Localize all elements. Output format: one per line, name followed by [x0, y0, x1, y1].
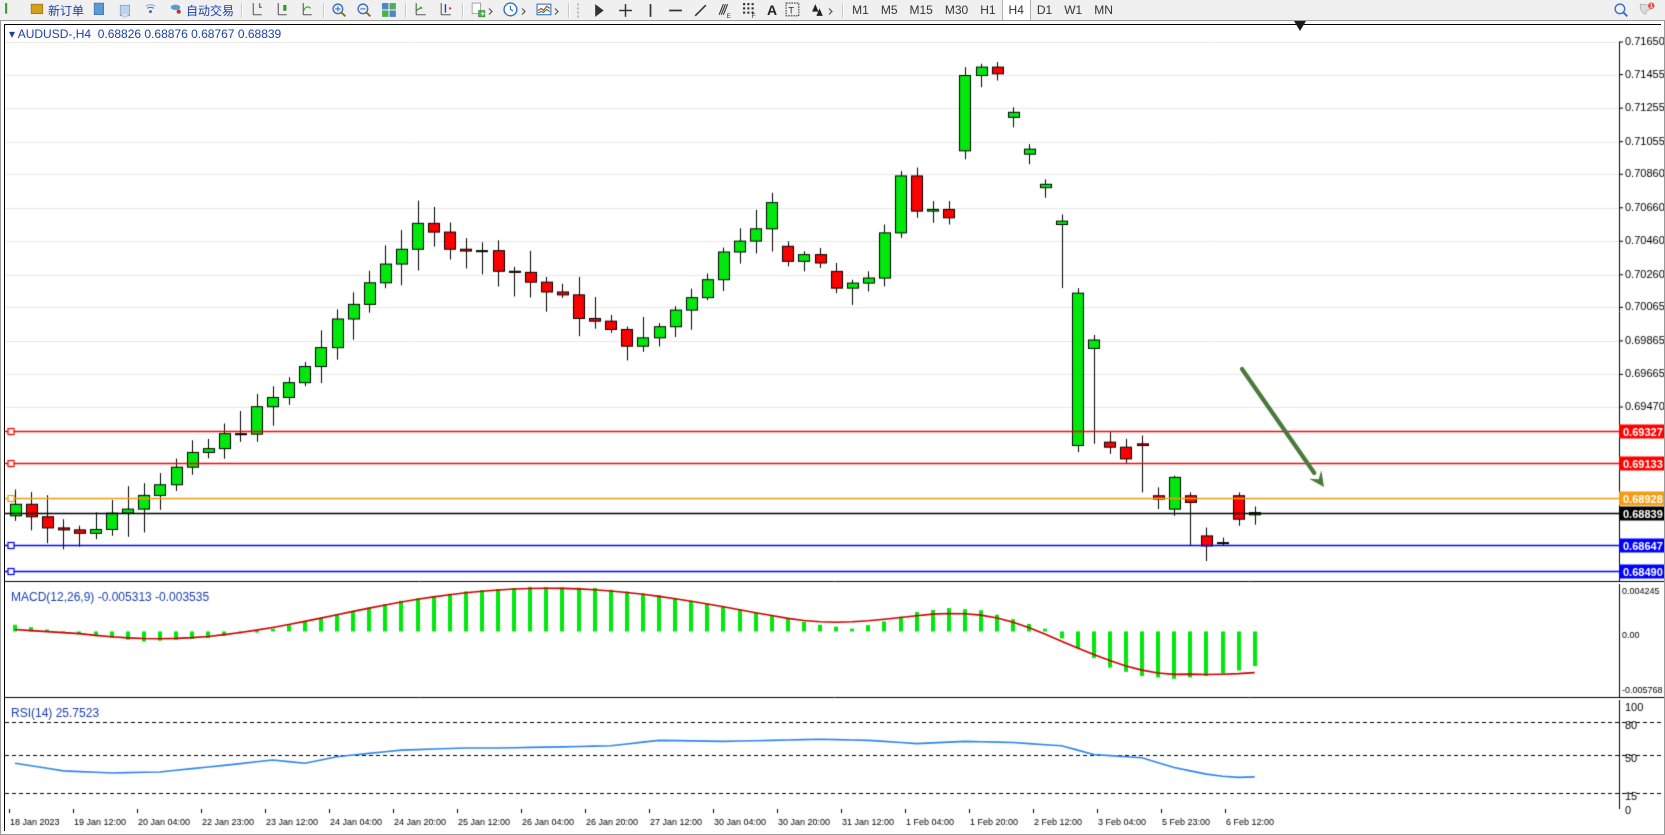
svg-text:E: E	[727, 12, 731, 18]
svg-text:T: T	[788, 5, 794, 16]
svg-text:F: F	[752, 12, 756, 18]
